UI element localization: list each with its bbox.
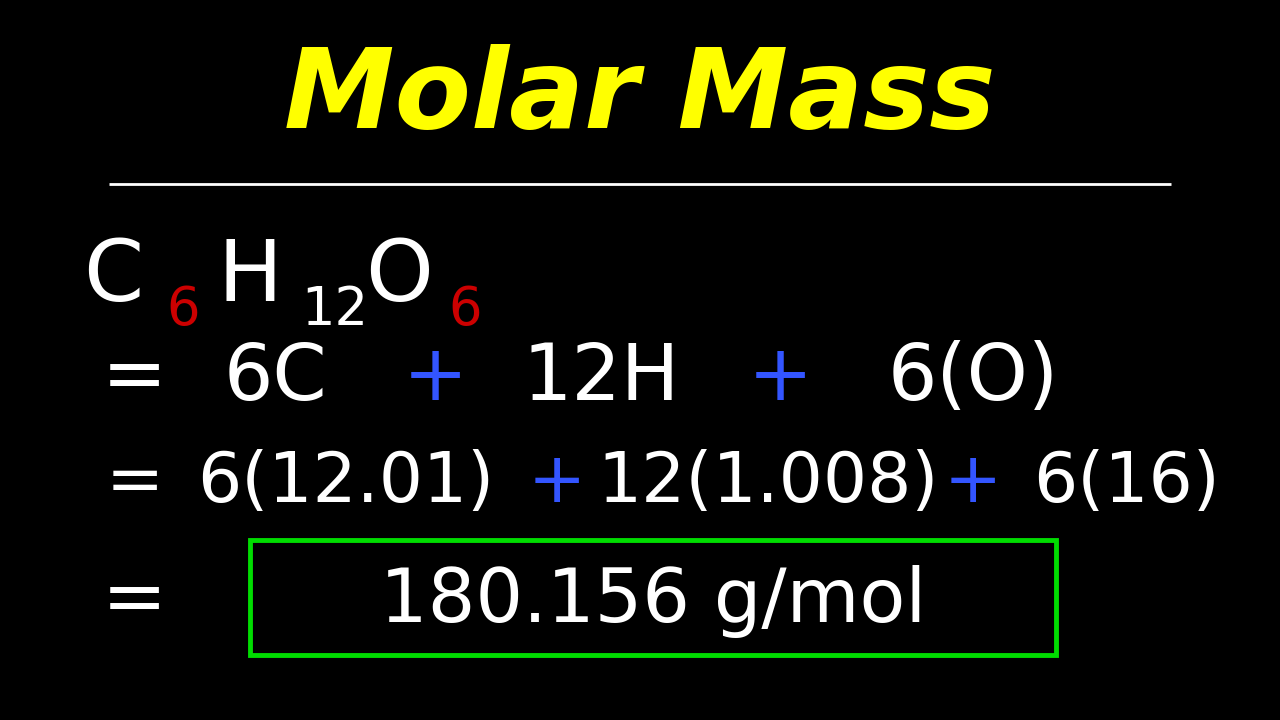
Text: 6C: 6C [224,340,326,416]
Text: +: + [403,340,467,416]
Text: =: = [102,563,166,639]
Text: =: = [102,340,166,416]
Text: 6(O): 6(O) [887,340,1059,416]
Text: 12(1.008): 12(1.008) [598,449,938,516]
Text: 12H: 12H [524,340,680,416]
Text: 6: 6 [166,284,200,336]
Text: C: C [83,235,143,319]
Text: +: + [527,449,586,516]
Text: 6(16): 6(16) [1033,449,1220,516]
Text: +: + [749,340,813,416]
Text: 6: 6 [448,284,481,336]
Text: 12: 12 [301,284,367,336]
Text: Molar Mass: Molar Mass [284,44,996,150]
Text: 180.156 g/mol: 180.156 g/mol [380,564,925,638]
Text: O: O [365,235,433,319]
Text: H: H [218,235,283,319]
Text: 6(12.01): 6(12.01) [197,449,494,516]
Text: =: = [105,449,164,516]
Text: +: + [943,449,1002,516]
